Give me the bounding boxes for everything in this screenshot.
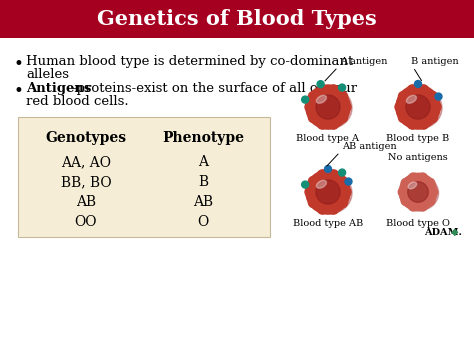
Text: -proteins-exist on the surface of all of your: -proteins-exist on the surface of all of… xyxy=(72,82,357,95)
Circle shape xyxy=(306,170,350,214)
Ellipse shape xyxy=(306,87,352,129)
Circle shape xyxy=(419,119,428,129)
Circle shape xyxy=(328,204,338,214)
Ellipse shape xyxy=(400,175,438,211)
Ellipse shape xyxy=(316,95,327,103)
Circle shape xyxy=(328,170,338,180)
Circle shape xyxy=(338,169,346,176)
Text: ADAM.: ADAM. xyxy=(424,228,462,237)
Text: Blood type O: Blood type O xyxy=(386,219,450,228)
Text: Human blood type is determined by co-dominant: Human blood type is determined by co-dom… xyxy=(26,55,353,68)
Circle shape xyxy=(399,173,437,211)
Text: No antigens: No antigens xyxy=(388,153,448,162)
Text: B: B xyxy=(198,175,208,189)
Circle shape xyxy=(309,113,319,122)
Circle shape xyxy=(309,176,319,186)
Text: A antigen: A antigen xyxy=(340,57,387,66)
Circle shape xyxy=(409,201,419,211)
Circle shape xyxy=(306,85,350,129)
Circle shape xyxy=(406,95,430,119)
Text: Blood type A: Blood type A xyxy=(297,134,359,143)
Circle shape xyxy=(318,85,328,95)
Circle shape xyxy=(408,182,428,202)
Ellipse shape xyxy=(316,180,327,188)
Circle shape xyxy=(305,187,315,197)
Circle shape xyxy=(395,102,405,112)
Circle shape xyxy=(396,85,440,129)
Circle shape xyxy=(418,173,428,183)
Text: AB antigen: AB antigen xyxy=(342,142,397,151)
Ellipse shape xyxy=(408,182,417,189)
Circle shape xyxy=(301,96,309,103)
Circle shape xyxy=(408,85,418,95)
Circle shape xyxy=(428,113,438,122)
Text: AB: AB xyxy=(193,195,213,209)
Circle shape xyxy=(337,176,347,186)
FancyBboxPatch shape xyxy=(0,0,474,38)
Circle shape xyxy=(328,85,338,95)
Circle shape xyxy=(318,204,328,214)
Circle shape xyxy=(318,170,328,180)
Circle shape xyxy=(431,102,441,112)
Text: AA, AO: AA, AO xyxy=(61,155,111,169)
Circle shape xyxy=(399,92,409,102)
Text: Antigens: Antigens xyxy=(26,82,91,95)
Circle shape xyxy=(428,187,438,197)
Text: BB, BO: BB, BO xyxy=(61,175,111,189)
Circle shape xyxy=(401,196,411,206)
Circle shape xyxy=(338,84,346,91)
Circle shape xyxy=(325,165,331,173)
Text: red blood cells.: red blood cells. xyxy=(26,95,128,108)
Text: Genetics of Blood Types: Genetics of Blood Types xyxy=(97,9,377,29)
Circle shape xyxy=(337,92,347,102)
Circle shape xyxy=(409,173,419,183)
Circle shape xyxy=(428,92,438,102)
Text: OO: OO xyxy=(75,215,97,229)
Text: Blood type AB: Blood type AB xyxy=(293,219,363,228)
Text: •: • xyxy=(14,82,24,100)
Circle shape xyxy=(408,119,418,129)
Text: ◆: ◆ xyxy=(450,227,458,237)
Circle shape xyxy=(316,95,340,119)
Circle shape xyxy=(414,81,421,87)
Circle shape xyxy=(317,81,324,88)
Circle shape xyxy=(309,198,319,208)
Circle shape xyxy=(399,113,409,122)
Circle shape xyxy=(425,196,435,206)
Text: O: O xyxy=(197,215,209,229)
Circle shape xyxy=(318,119,328,129)
Circle shape xyxy=(419,85,428,95)
Circle shape xyxy=(418,201,428,211)
Circle shape xyxy=(328,119,338,129)
Text: Genotypes: Genotypes xyxy=(46,131,127,145)
Ellipse shape xyxy=(306,172,352,214)
Text: •: • xyxy=(14,55,24,73)
Circle shape xyxy=(309,92,319,102)
Circle shape xyxy=(398,187,408,197)
Ellipse shape xyxy=(406,95,417,103)
Circle shape xyxy=(301,181,309,188)
Text: AB: AB xyxy=(76,195,96,209)
Text: alleles: alleles xyxy=(26,68,69,81)
Circle shape xyxy=(337,198,347,208)
Circle shape xyxy=(341,187,351,197)
FancyBboxPatch shape xyxy=(18,117,270,237)
Circle shape xyxy=(316,180,340,204)
Circle shape xyxy=(345,178,352,185)
Circle shape xyxy=(425,178,435,189)
Circle shape xyxy=(401,178,411,189)
Ellipse shape xyxy=(396,87,442,129)
Circle shape xyxy=(341,102,351,112)
Text: B antigen: B antigen xyxy=(411,57,459,66)
Circle shape xyxy=(305,102,315,112)
Text: A: A xyxy=(198,155,208,169)
Circle shape xyxy=(435,93,442,100)
Circle shape xyxy=(337,113,347,122)
Text: Phenotype: Phenotype xyxy=(162,131,244,145)
Text: Blood type B: Blood type B xyxy=(386,134,450,143)
